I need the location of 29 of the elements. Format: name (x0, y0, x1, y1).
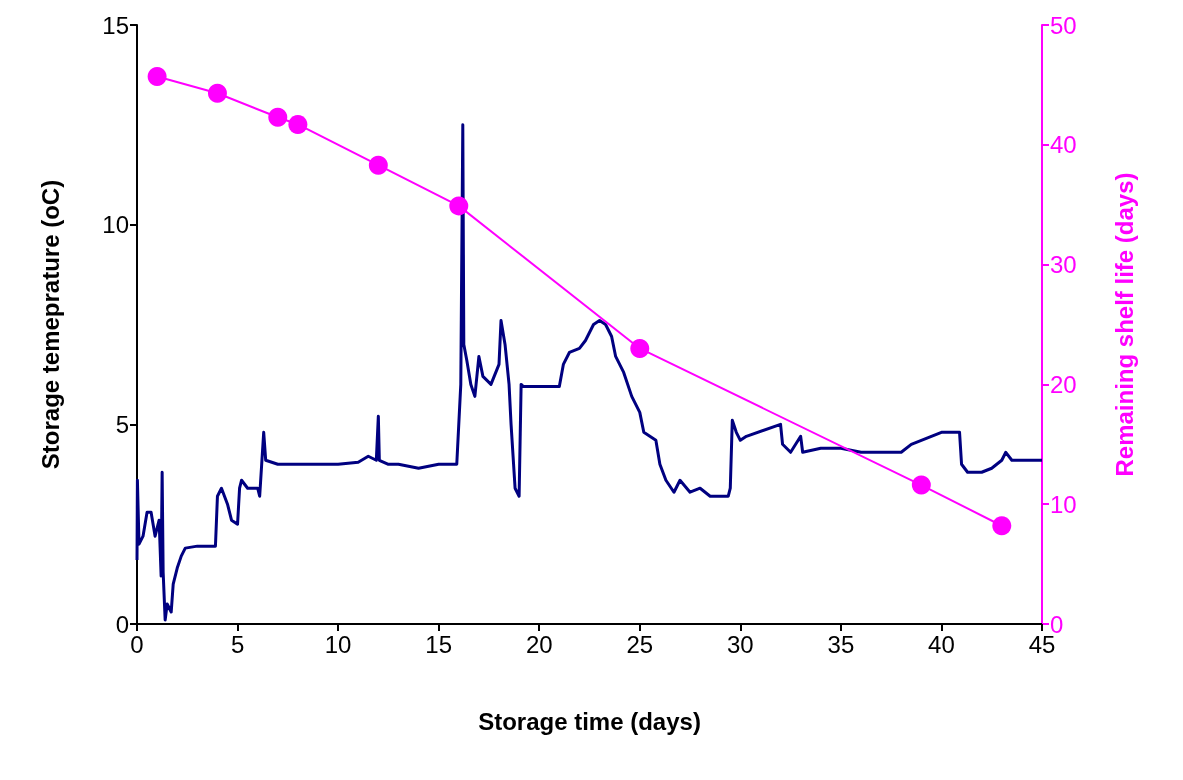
x-tick-label: 40 (928, 630, 955, 658)
y-tick-label: 10 (102, 211, 129, 239)
x-tick-label: 35 (827, 630, 855, 658)
y2-tick-label: 10 (1050, 490, 1077, 518)
x-tick-label: 10 (324, 630, 352, 658)
x-tick-label: 30 (726, 630, 754, 658)
point (207, 83, 227, 103)
point (449, 196, 469, 216)
y2-tick-label: 50 (1050, 11, 1077, 39)
y2-axis-title: Remaining shelf life (days) (1110, 172, 1138, 477)
x-axis-title: Storage time (days) (478, 707, 701, 735)
point (268, 107, 288, 127)
point (911, 475, 931, 495)
point (368, 155, 388, 175)
y2-tick-label: 40 (1050, 131, 1077, 159)
y2-tick-label: 30 (1050, 251, 1077, 279)
x-tick-label: 20 (525, 630, 553, 658)
y-tick-label: 5 (115, 410, 129, 438)
y-tick-label: 0 (115, 610, 129, 638)
x-tick-label: 5 (230, 630, 245, 658)
point (992, 516, 1012, 536)
point (630, 338, 650, 358)
y2-tick-label: 20 (1050, 370, 1077, 398)
x-tick-label: 25 (626, 630, 654, 658)
y-tick-label: 15 (102, 11, 129, 39)
x-tick-label: 15 (425, 630, 453, 658)
y-axis-title: Storage temeprature (oC) (36, 179, 64, 470)
point (288, 114, 308, 134)
point (147, 67, 167, 87)
